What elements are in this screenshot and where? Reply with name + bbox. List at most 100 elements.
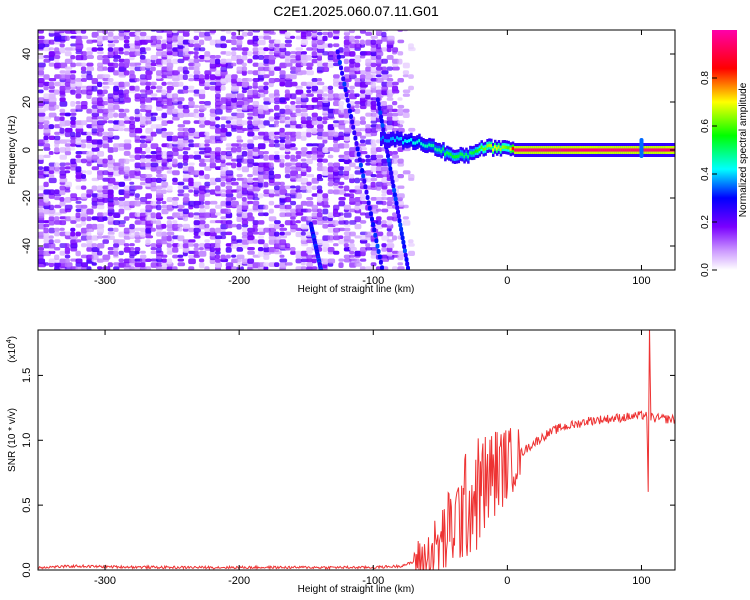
- spectrogram-cell: [54, 135, 61, 141]
- spectrogram-cell: [236, 58, 244, 65]
- spectrogram-cell: [300, 81, 308, 86]
- spectrogram-cell: [118, 189, 126, 195]
- spectrogram-cell: [316, 78, 323, 82]
- spectrogram-cell: [263, 243, 269, 248]
- spectrogram-cell: [279, 120, 285, 124]
- spectrogram-cell: [150, 62, 158, 66]
- spectrogram-cell: [370, 143, 377, 147]
- spectrogram-cell: [134, 108, 140, 115]
- spectrogram-cell: [263, 181, 269, 188]
- spectrogram-cell: [86, 51, 93, 56]
- spectrogram-cell: [236, 143, 242, 149]
- spectrogram-cell: [236, 78, 242, 82]
- spectrogram-cell: [107, 247, 115, 251]
- spectrogram-cell: [268, 208, 274, 214]
- spectrogram-cell: [102, 89, 108, 94]
- spectrogram-cell: [107, 120, 114, 124]
- spectrogram-cell: [247, 162, 254, 168]
- spectrogram-cell: [38, 112, 46, 117]
- spectrogram-cell: [316, 124, 324, 129]
- spectrogram-cell: [204, 227, 211, 232]
- signal-cell: [602, 148, 606, 152]
- signal-cell: [499, 148, 503, 152]
- signal-cell: [516, 148, 519, 152]
- spectrogram-cell: [225, 120, 231, 124]
- spectrogram-cell: [316, 185, 323, 190]
- spectrogram-cell: [268, 135, 275, 140]
- spectrogram-cell: [343, 170, 350, 176]
- spectrogram-cell: [48, 250, 56, 254]
- signal-cell: [650, 148, 654, 152]
- spectrogram-cell: [241, 147, 248, 151]
- spectrogram-cell: [91, 243, 98, 248]
- spectrogram-cell: [91, 112, 100, 117]
- spectrogram-cell: [225, 170, 234, 176]
- spectrogram-cell: [279, 197, 287, 203]
- spectrogram-cell: [150, 247, 157, 251]
- signal-cell: [598, 148, 602, 152]
- spectrogram-cell: [209, 30, 216, 34]
- spectrogram-cell: [247, 200, 254, 205]
- spectrogram-cell: [172, 58, 179, 65]
- spectrogram-cell: [408, 250, 415, 256]
- spectrogram-cell: [134, 162, 141, 169]
- spectrogram-cell: [327, 147, 335, 152]
- colorbar-tick-label: 0.0: [700, 263, 711, 277]
- spectrogram-cell: [75, 250, 81, 257]
- spectrogram-cell: [365, 247, 373, 251]
- spectrogram-cell: [241, 158, 249, 164]
- spectrogram-cell: [268, 143, 276, 148]
- spectrogram-cell: [64, 243, 70, 248]
- spectrogram-cell: [408, 174, 415, 180]
- spectrogram-cell: [123, 108, 130, 113]
- spectrogram-cell: [204, 31, 211, 37]
- spectrogram-cell: [48, 262, 54, 268]
- spectrogram-cell: [354, 185, 361, 190]
- spectrogram-cell: [220, 189, 227, 193]
- spectrogram-cell: [365, 266, 374, 270]
- spectrogram-cell: [386, 250, 393, 257]
- spectrogram-cell: [166, 266, 174, 270]
- spectrogram-cell: [311, 185, 318, 190]
- spectrogram-cell: [156, 266, 163, 270]
- spectrogram-cell: [306, 151, 313, 155]
- spectrogram-cell: [97, 223, 105, 229]
- spectrogram-cell: [386, 189, 394, 195]
- spectrogram-cell: [145, 154, 152, 159]
- spectrogram-cell: [241, 220, 249, 225]
- spectrogram-cell: [316, 193, 324, 198]
- spectrogram-cell: [279, 143, 285, 149]
- spectrogram-cell: [322, 85, 328, 92]
- spectrogram-cell: [408, 243, 415, 247]
- spectrogram-cell: [91, 166, 100, 171]
- spectrogram-cell: [145, 135, 154, 142]
- spectrogram-cell: [327, 31, 333, 38]
- spectrogram-cell: [349, 177, 355, 184]
- streak-cell: [385, 149, 390, 154]
- spectrogram-cell: [257, 55, 265, 60]
- spectrogram-cell: [139, 135, 147, 139]
- spectrogram-cell: [274, 135, 280, 139]
- spectrogram-cell: [300, 30, 308, 34]
- signal-cell: [608, 148, 612, 152]
- spectrogram-cell: [333, 143, 340, 148]
- spectrogram-cell: [392, 216, 398, 222]
- spectrogram-cell: [306, 89, 312, 94]
- spectrogram-cell: [300, 239, 308, 245]
- signal-cell: [497, 145, 501, 149]
- spectrogram-cell: [247, 231, 254, 237]
- spectrogram-cell: [198, 162, 207, 167]
- spectrogram-cell: [75, 81, 83, 87]
- spectrogram-cell: [145, 147, 151, 153]
- spectrogram-cell: [279, 262, 287, 268]
- streak-cell: [403, 252, 408, 258]
- spectrogram-cell: [241, 227, 249, 232]
- spectrogram-cell: [107, 81, 114, 86]
- spectrogram-cell: [193, 70, 201, 75]
- colorbar-tick-label: 0.6: [700, 119, 711, 133]
- signal-cell: [562, 148, 565, 152]
- spectrogram-cell: [397, 51, 404, 56]
- spectrogram-cell: [48, 177, 57, 184]
- spectrogram-cell: [97, 55, 104, 61]
- spectrogram-cell: [113, 85, 119, 92]
